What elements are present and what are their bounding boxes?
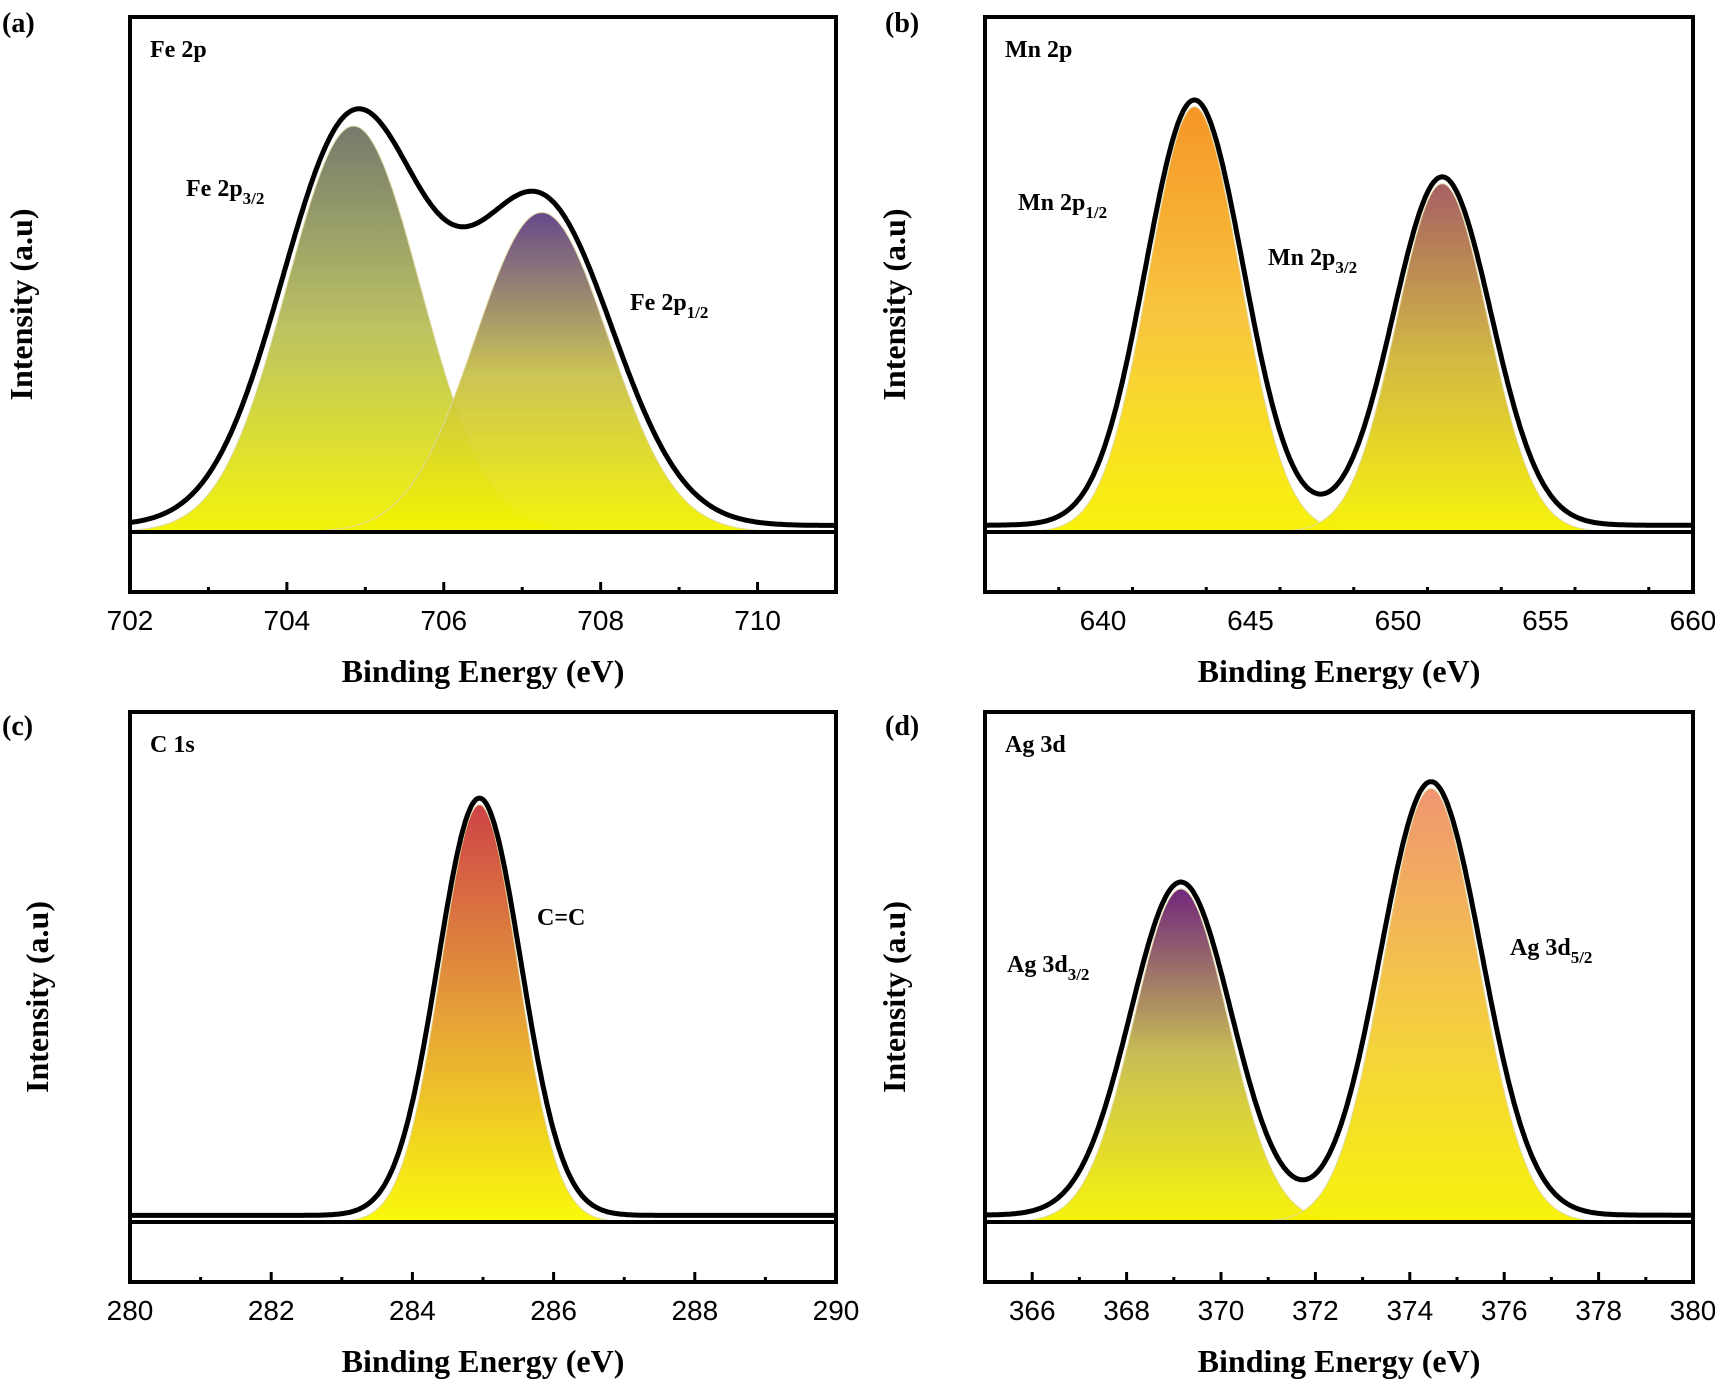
plot-frame: [128, 15, 838, 594]
peak-label: Ag 3d5/2: [1510, 935, 1592, 967]
peak-label: Mn 2p1/2: [1018, 190, 1107, 222]
x-tick-label: 290: [813, 1295, 860, 1326]
plot-frame: [983, 710, 1695, 1284]
x-axis-title: Binding Energy (eV): [342, 653, 625, 689]
x-tick-label: 378: [1575, 1295, 1622, 1326]
panel-title: Fe 2p: [150, 37, 207, 63]
x-tick-label: 284: [389, 1295, 436, 1326]
x-tick-label: 650: [1375, 605, 1422, 636]
chart-panel-0: 702 704 706 708 710 Binding Energy (eV) Intens…: [2, 8, 838, 689]
x-tick-label: 366: [1009, 1295, 1056, 1326]
peak-area-0: [324, 804, 635, 1223]
x-tick-label: 380: [1670, 1295, 1715, 1326]
x-tick-label: 286: [530, 1295, 577, 1326]
peak-label: Fe 2p1/2: [630, 290, 708, 322]
peak-label: C=C: [537, 905, 585, 931]
peak-area-0: [1011, 106, 1378, 533]
x-tick-label: 280: [107, 1295, 154, 1326]
panel-letter: (c): [2, 711, 33, 742]
x-tick-label: 288: [671, 1295, 718, 1326]
peak-area-0: [992, 888, 1370, 1223]
panel-letter: (a): [2, 8, 35, 39]
panel-title: Ag 3d: [1005, 732, 1066, 758]
peak-area-1: [275, 211, 809, 533]
peak-label: Mn 2p3/2: [1268, 245, 1357, 277]
peak-label: Ag 3d3/2: [1007, 952, 1089, 984]
x-tick-label: 702: [107, 605, 154, 636]
x-tick-label: 368: [1103, 1295, 1150, 1326]
y-axis-title: Intensity (a.u): [876, 208, 912, 400]
x-tick-label: 645: [1227, 605, 1274, 636]
peak-area-1: [1259, 183, 1626, 533]
x-axis-title: Binding Energy (eV): [1198, 1343, 1481, 1379]
x-tick-label: 376: [1481, 1295, 1528, 1326]
x-tick-label: 704: [264, 605, 311, 636]
envelope-line: [983, 779, 1695, 1218]
chart-panel-1: 640 645 650 655 660 Binding Energy (eV) Intens…: [876, 8, 1715, 689]
x-tick-label: 640: [1080, 605, 1127, 636]
x-tick-label: 708: [577, 605, 624, 636]
panel-title: C 1s: [150, 732, 195, 758]
panel-letter: (b): [885, 8, 919, 39]
panel-letter: (d): [885, 711, 919, 742]
x-tick-label: 370: [1198, 1295, 1245, 1326]
x-tick-label: 282: [248, 1295, 295, 1326]
chart-panel-2: 280 282 284 286 288 290 Binding Energy (eV) Int…: [2, 710, 860, 1379]
y-axis-title: Intensity (a.u): [3, 208, 39, 400]
envelope-line: [983, 97, 1695, 528]
plot-frame: [983, 15, 1695, 594]
peak-label: Fe 2p3/2: [186, 176, 264, 208]
y-axis-title: Intensity (a.u): [876, 901, 912, 1093]
x-tick-label: 710: [734, 605, 781, 636]
y-axis-title: Intensity (a.u): [19, 901, 55, 1093]
x-tick-label: 655: [1522, 605, 1569, 636]
panel-title: Mn 2p: [1005, 37, 1072, 63]
x-tick-label: 706: [420, 605, 467, 636]
peak-area-1: [1242, 787, 1620, 1223]
x-tick-label: 372: [1292, 1295, 1339, 1326]
x-tick-label: 660: [1670, 605, 1715, 636]
envelope-line: [128, 795, 838, 1218]
x-axis-title: Binding Energy (eV): [1198, 653, 1481, 689]
x-tick-label: 374: [1386, 1295, 1433, 1326]
chart-panel-3: 366 368 370 372 374 376 378 380 Binding Energy (…: [876, 710, 1715, 1379]
x-axis-title: Binding Energy (eV): [342, 1343, 625, 1379]
envelope-line: [128, 106, 838, 528]
